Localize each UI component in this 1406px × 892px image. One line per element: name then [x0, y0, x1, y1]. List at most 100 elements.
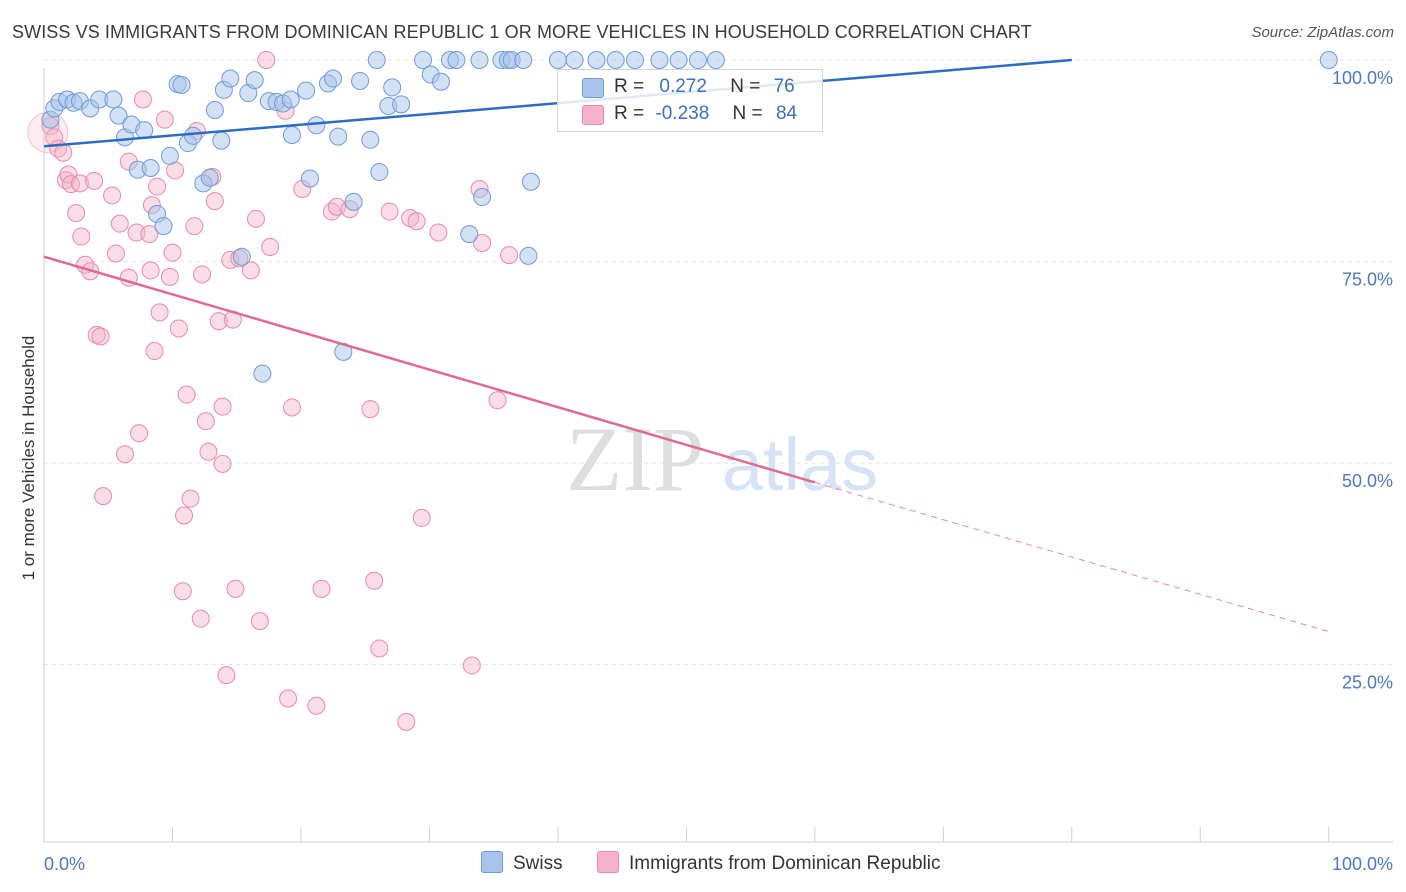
- dominican-point: [282, 398, 301, 417]
- swiss-point: [473, 188, 492, 207]
- swiss-point: [470, 51, 489, 69]
- dominican-point: [150, 303, 169, 322]
- x-tick-label: 0.0%: [44, 854, 85, 874]
- dominican-point: [279, 689, 298, 708]
- swiss-point: [324, 69, 343, 88]
- swiss-point: [1319, 51, 1338, 69]
- dominican-point: [181, 489, 200, 508]
- dominican-point: [94, 487, 113, 506]
- dominican-point: [380, 202, 399, 221]
- swiss-point: [431, 72, 450, 91]
- dominican-point: [177, 385, 196, 404]
- dominican-point: [361, 400, 380, 419]
- dominican-point: [185, 217, 204, 236]
- bottom-legend-swatch-swiss: [481, 851, 503, 873]
- bottom-legend-dominican-label: Immigrants from Dominican Republic: [629, 853, 941, 874]
- dominican-point: [110, 214, 129, 233]
- gridlines: [44, 59, 1393, 666]
- dominican-point: [213, 397, 232, 416]
- dominican-point: [397, 712, 416, 731]
- dominican-point: [67, 204, 86, 223]
- bottom-legend-swiss-label: Swiss: [513, 853, 563, 874]
- dominican-point: [140, 225, 159, 244]
- swiss-point: [414, 51, 433, 69]
- dominican-point: [407, 212, 426, 231]
- swiss-point: [212, 131, 231, 150]
- swiss-point: [282, 125, 301, 144]
- swiss-point: [135, 121, 154, 140]
- legend-swatch-dominican: [582, 105, 604, 125]
- trend-lines: [43, 58, 1329, 633]
- dominican-point: [217, 666, 236, 685]
- swiss-point: [650, 51, 669, 69]
- swiss-point: [184, 126, 203, 145]
- dominican-point: [365, 571, 384, 590]
- dominican-point: [85, 171, 104, 190]
- dominican-point: [103, 186, 122, 205]
- dominican-trend-line: [43, 255, 816, 484]
- dominican-point: [226, 579, 245, 598]
- swiss-point: [141, 159, 160, 178]
- swiss-point: [300, 169, 319, 188]
- watermark-zip: ZIP: [566, 408, 704, 510]
- swiss-point: [245, 71, 264, 90]
- dominican-point: [130, 424, 149, 443]
- swiss-point: [565, 51, 584, 69]
- dominican-point: [257, 51, 276, 69]
- chart-title: SWISS VS IMMIGRANTS FROM DOMINICAN REPUB…: [12, 22, 1032, 42]
- swiss-point: [221, 69, 240, 88]
- dominican-point: [488, 391, 507, 410]
- swiss-point: [205, 100, 224, 119]
- dominican-point: [193, 265, 212, 284]
- swiss-point: [109, 106, 128, 125]
- dominican-point: [209, 312, 228, 331]
- dominican-point: [261, 238, 280, 257]
- swiss-point: [160, 146, 179, 165]
- legend: R = 0.272 N = 76 R = -0.238 N = 84: [557, 69, 823, 132]
- legend-dominican-r: -0.238: [655, 103, 710, 124]
- dominican-point: [72, 227, 91, 246]
- legend-swatch-swiss: [582, 78, 604, 98]
- swiss-point: [104, 90, 123, 109]
- swiss-point: [447, 51, 466, 69]
- dominican-point: [70, 174, 89, 193]
- dominican-point: [169, 319, 188, 338]
- swiss-point: [460, 225, 479, 244]
- swiss-point: [587, 51, 606, 69]
- dominican-point: [307, 696, 326, 715]
- dominican-point: [191, 609, 210, 628]
- swiss-point: [669, 51, 688, 69]
- swiss-point: [383, 78, 402, 97]
- legend-n-label: N =: [730, 76, 761, 97]
- dominican-point: [196, 412, 215, 431]
- swiss-point: [351, 71, 370, 90]
- x-tick-label: 100.0%: [1332, 854, 1393, 874]
- swiss-point: [307, 116, 326, 135]
- legend-n-label: N =: [732, 103, 763, 124]
- swiss-point: [514, 51, 533, 69]
- swiss-point: [344, 192, 363, 211]
- legend-swiss-r: 0.272: [659, 76, 707, 97]
- dominican-point: [115, 445, 134, 464]
- legend-r-label: R =: [614, 76, 645, 97]
- dominican-point: [312, 579, 331, 598]
- dominican-point: [250, 612, 269, 631]
- swiss-point: [706, 51, 725, 69]
- dominican-point: [205, 192, 224, 211]
- dominican-point: [246, 209, 265, 228]
- y-axis-label: 1 or more Vehicles in Household: [19, 336, 38, 581]
- dominican-point: [322, 202, 341, 221]
- bottom-legend-swatch-dominican: [597, 851, 619, 873]
- legend-r-label: R =: [614, 103, 645, 124]
- swiss-point: [370, 163, 389, 182]
- dominican-point: [61, 175, 80, 194]
- dominican-point: [500, 246, 519, 265]
- dominican-point: [412, 508, 431, 527]
- dominican-point: [173, 582, 192, 601]
- dominican-point: [145, 342, 164, 361]
- swiss-point: [329, 127, 348, 146]
- swiss-points: [41, 51, 1338, 383]
- source-label: Source: ZipAtlas.com: [1251, 24, 1394, 41]
- dominican-point: [133, 90, 152, 109]
